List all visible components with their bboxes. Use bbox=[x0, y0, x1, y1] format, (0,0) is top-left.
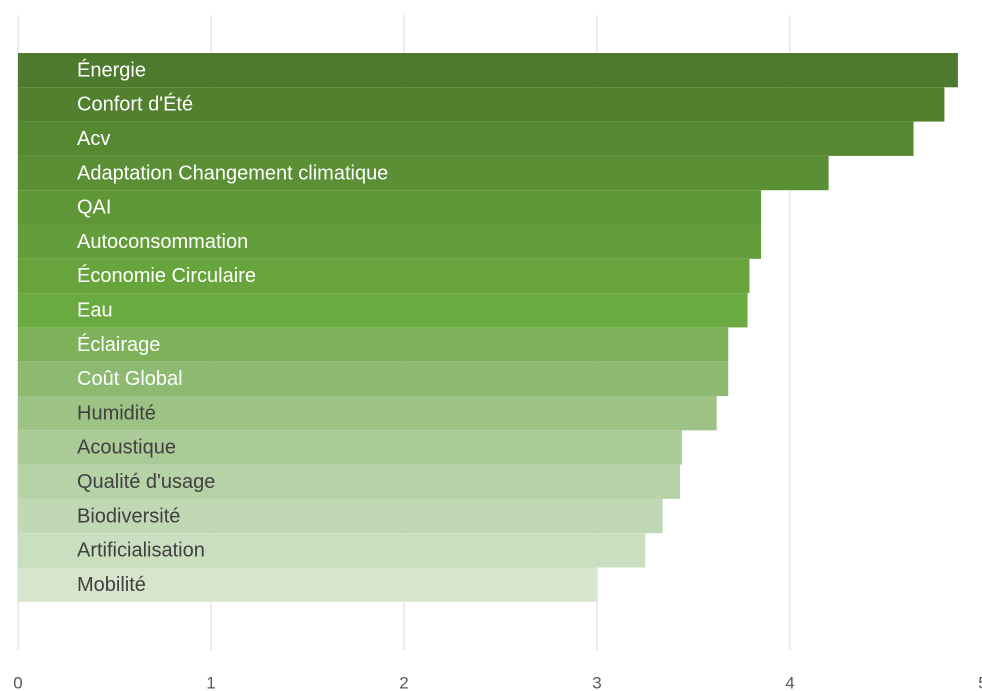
bar-label: Énergie bbox=[77, 58, 146, 81]
x-tick-label: 3 bbox=[592, 673, 601, 691]
x-tick-label: 0 bbox=[13, 673, 22, 691]
bar bbox=[18, 396, 717, 431]
bar-label: Mobilité bbox=[77, 574, 146, 596]
bar bbox=[18, 155, 829, 191]
bar-label: Coût Global bbox=[77, 368, 183, 390]
bar bbox=[18, 464, 680, 499]
bar bbox=[18, 327, 729, 362]
bar-label: Acv bbox=[77, 128, 110, 150]
bar-label: QAI bbox=[77, 197, 111, 219]
bar bbox=[18, 361, 729, 396]
bar-label: Artificialisation bbox=[77, 540, 205, 562]
bar bbox=[18, 190, 762, 225]
bar-label: Confort d'Été bbox=[77, 93, 193, 116]
bar-label: Acoustique bbox=[77, 437, 176, 459]
bar bbox=[18, 224, 762, 259]
bar-label: Autoconsommation bbox=[77, 231, 248, 253]
bar-label: Biodiversité bbox=[77, 505, 180, 527]
bar bbox=[18, 533, 646, 568]
bar-label: Humidité bbox=[77, 402, 156, 424]
bar-label: Éclairage bbox=[77, 333, 160, 356]
bar bbox=[18, 121, 914, 156]
x-tick-label: 5 bbox=[978, 673, 982, 691]
bar bbox=[18, 293, 748, 328]
bar bbox=[18, 567, 597, 602]
bar bbox=[18, 498, 663, 534]
bar-label: Adaptation Changement climatique bbox=[77, 162, 388, 184]
x-tick-label: 1 bbox=[206, 673, 215, 691]
bar-label: Qualité d'usage bbox=[77, 471, 215, 493]
bar bbox=[18, 258, 750, 294]
bar-label: Eau bbox=[77, 300, 113, 322]
x-tick-label: 2 bbox=[399, 673, 408, 691]
bar bbox=[18, 430, 682, 465]
bar bbox=[18, 87, 945, 122]
bar-label: Économie Circulaire bbox=[77, 264, 256, 287]
x-tick-label: 4 bbox=[785, 673, 794, 691]
bar bbox=[18, 53, 958, 88]
